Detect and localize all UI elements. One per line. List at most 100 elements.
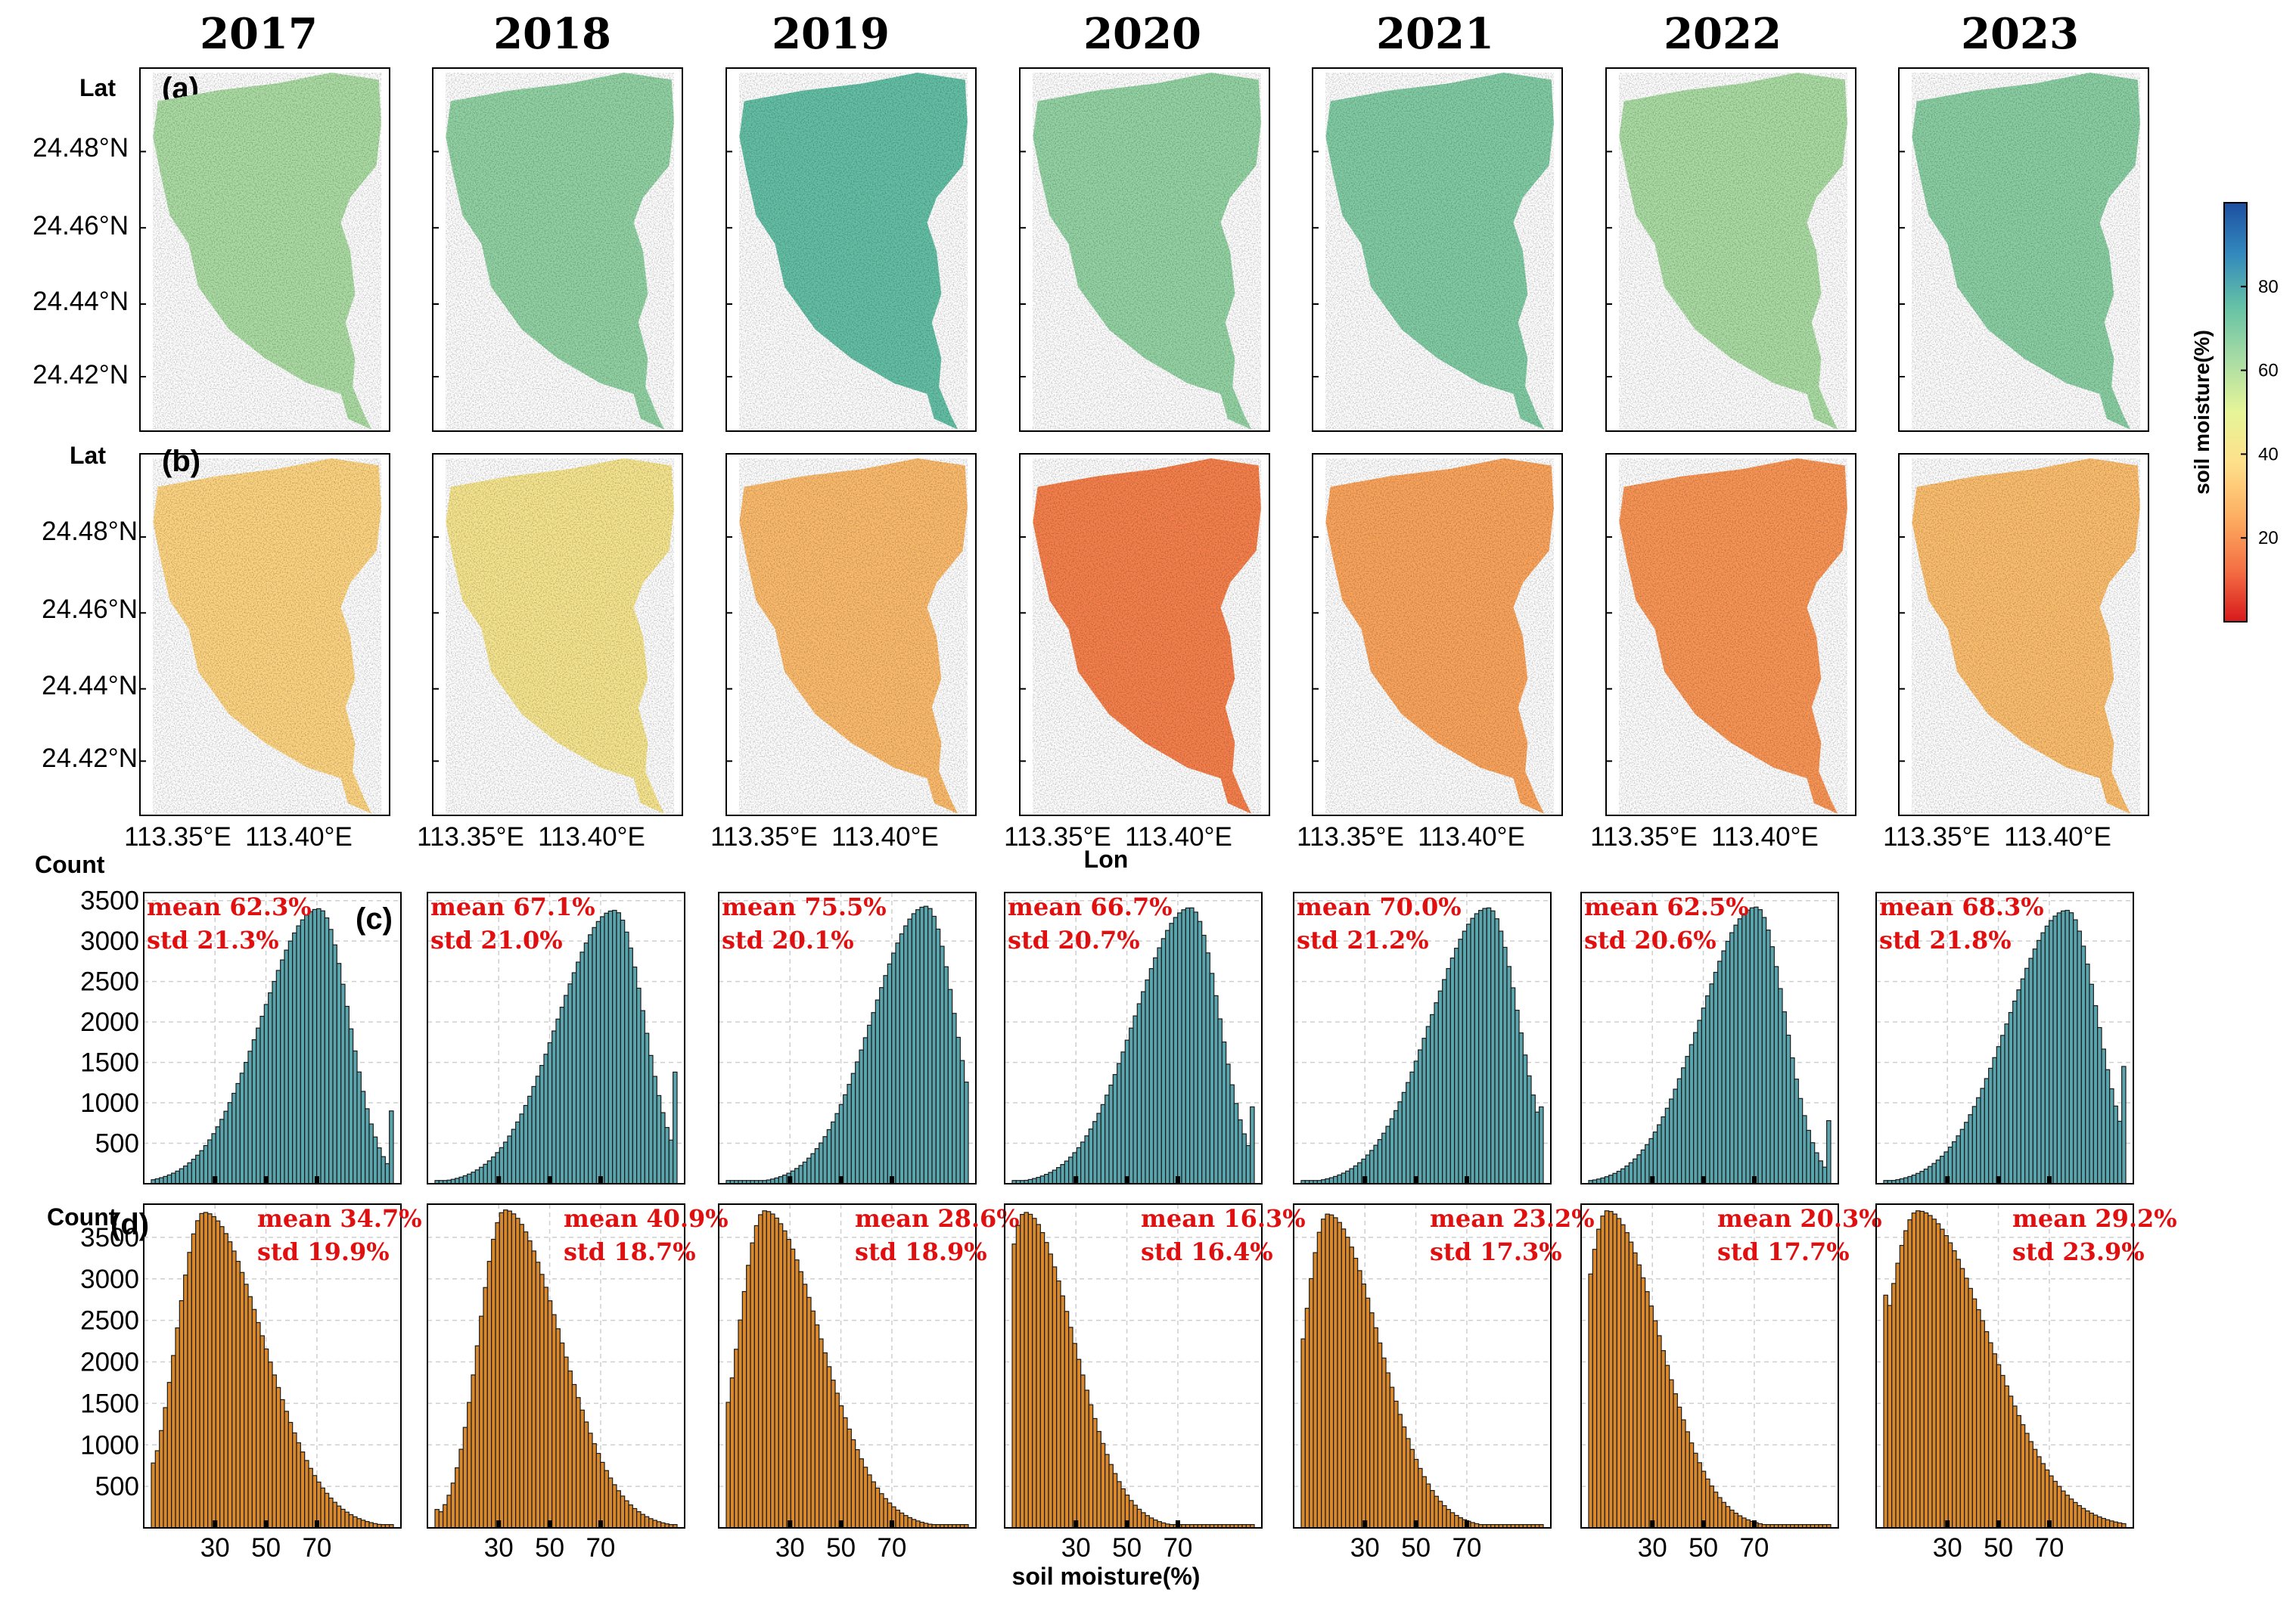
- hist-bar: [1721, 1501, 1726, 1529]
- hist-bar: [1713, 971, 1719, 1184]
- hist-bar: [1385, 1125, 1390, 1184]
- hist-bar: [438, 1511, 444, 1529]
- hist-xtick-50: 50: [1401, 1533, 1431, 1563]
- hist-bar: [1741, 913, 1747, 1184]
- hist-bar: [1365, 1297, 1371, 1529]
- hist-bar: [1032, 1218, 1037, 1529]
- hist-bar: [899, 1512, 905, 1529]
- hist-bar: [1676, 1406, 1682, 1529]
- hist-bar: [2024, 967, 2030, 1184]
- hist-bar: [191, 1159, 197, 1184]
- hist-bar: [1931, 1219, 1937, 1529]
- hist-bar: [336, 1505, 342, 1529]
- hist-ytick-2000: 2000: [80, 1007, 139, 1037]
- hist-bar: [1534, 1111, 1540, 1184]
- panel-label-b: (b): [162, 445, 200, 478]
- hist-frame: [1580, 892, 1839, 1184]
- hist-bar: [1769, 946, 1775, 1184]
- hist-bar: [1782, 1011, 1787, 1184]
- hist-xtick-70: 70: [1739, 1533, 1769, 1563]
- hist-bar: [1673, 1393, 1678, 1529]
- hist-frame: [718, 892, 977, 1184]
- hist-ytick-1500: 1500: [80, 1048, 139, 1078]
- hist-bar: [867, 1024, 872, 1184]
- hist-bar: [879, 987, 884, 1184]
- hist-bar: [2032, 1448, 2038, 1529]
- hist-bar: [1369, 1150, 1375, 1184]
- hist-bar: [673, 1071, 678, 1184]
- hist-bar: [1510, 987, 1516, 1184]
- hist-bar: [368, 1522, 374, 1529]
- hist-bar: [1377, 1342, 1383, 1529]
- hist-bar: [1669, 1098, 1674, 1184]
- hist-bar: [1353, 1257, 1359, 1529]
- hist-bar: [1145, 1515, 1150, 1529]
- hist-ytick-3500: 3500: [80, 886, 139, 916]
- hist-bar: [467, 1173, 472, 1184]
- hist-bar: [1976, 1309, 1981, 1529]
- hist-bar: [923, 905, 929, 1184]
- hist-bar: [154, 1450, 160, 1529]
- hist-bar: [648, 1518, 654, 1529]
- hist-bar: [471, 1374, 476, 1529]
- hist-bar: [1664, 1364, 1670, 1529]
- hist-bar: [564, 995, 569, 1184]
- hist-bar: [247, 1051, 253, 1184]
- hist-bar: [2004, 1023, 2009, 1184]
- hist-frame: [718, 1203, 977, 1529]
- hist-bar: [187, 1252, 192, 1529]
- lat-tick-b-1: 24.48°N: [42, 517, 138, 546]
- hist-bar: [1092, 1417, 1098, 1529]
- hist-bar: [1633, 1252, 1638, 1529]
- hist-bar: [2077, 930, 2082, 1184]
- hist-bar: [822, 1136, 828, 1184]
- hist-bar: [199, 1150, 204, 1184]
- hist-xtick-70: 70: [877, 1533, 906, 1563]
- hist-bar: [766, 1211, 772, 1529]
- hist-bar: [259, 1335, 265, 1529]
- hist-mean-label: mean 66.7%: [1008, 893, 1173, 921]
- hist-bar: [964, 1082, 969, 1184]
- hist-bar: [287, 1421, 294, 1529]
- hist-bar: [166, 1174, 172, 1184]
- hist-xtick-70: 70: [2034, 1533, 2064, 1563]
- hist-bar: [1652, 1320, 1658, 1529]
- hist-bar: [223, 1110, 228, 1184]
- hist-bar: [2056, 912, 2062, 1184]
- colorbar-ticks: 20 40 60 80: [2241, 277, 2279, 548]
- hist-bar: [1745, 1519, 1751, 1529]
- hist-bar: [1636, 1264, 1642, 1529]
- map-axis-labels: 113.35°E 113.40°E 113.35°E 113.40°E 113.35°E…: [124, 822, 2111, 852]
- map-catchment-texture: [1912, 458, 2140, 814]
- hist-bar: [458, 1448, 464, 1529]
- hist-bar: [171, 1355, 176, 1529]
- hist-xtick-mark: [1073, 1520, 1079, 1528]
- hist-bar: [1648, 1306, 1654, 1529]
- hist-bar: [1124, 1039, 1130, 1184]
- hist-bar: [1705, 1478, 1710, 1529]
- hist-bar: [1430, 1489, 1435, 1529]
- hist-bar: [616, 912, 621, 1184]
- hist-bar: [543, 1054, 548, 1184]
- hist-frame: [1004, 1203, 1263, 1529]
- hist-xtick-30: 30: [484, 1533, 514, 1563]
- hist-bar: [1385, 1372, 1390, 1529]
- hist-bar: [1940, 1156, 1945, 1184]
- hist-bar: [247, 1296, 253, 1529]
- hist-bar: [794, 1168, 800, 1184]
- hist-bar: [483, 1287, 488, 1529]
- hist-bar: [1136, 1003, 1142, 1184]
- hist-bar: [1470, 1522, 1475, 1529]
- hist-bar: [859, 1049, 864, 1184]
- hist-bar: [2080, 1507, 2086, 1529]
- hist-bar: [1757, 909, 1763, 1184]
- hist-bar: [2052, 1480, 2058, 1529]
- hist-bar: [1015, 1225, 1021, 1529]
- hist-xtick-50: 50: [1112, 1533, 1142, 1563]
- hist-bar: [519, 1113, 524, 1184]
- hist-bar: [1449, 958, 1456, 1184]
- hist-bar: [324, 917, 330, 1184]
- hist-bar: [2105, 1069, 2111, 1184]
- hist-bar: [1486, 907, 1492, 1184]
- panel-label-c: (c): [356, 902, 393, 936]
